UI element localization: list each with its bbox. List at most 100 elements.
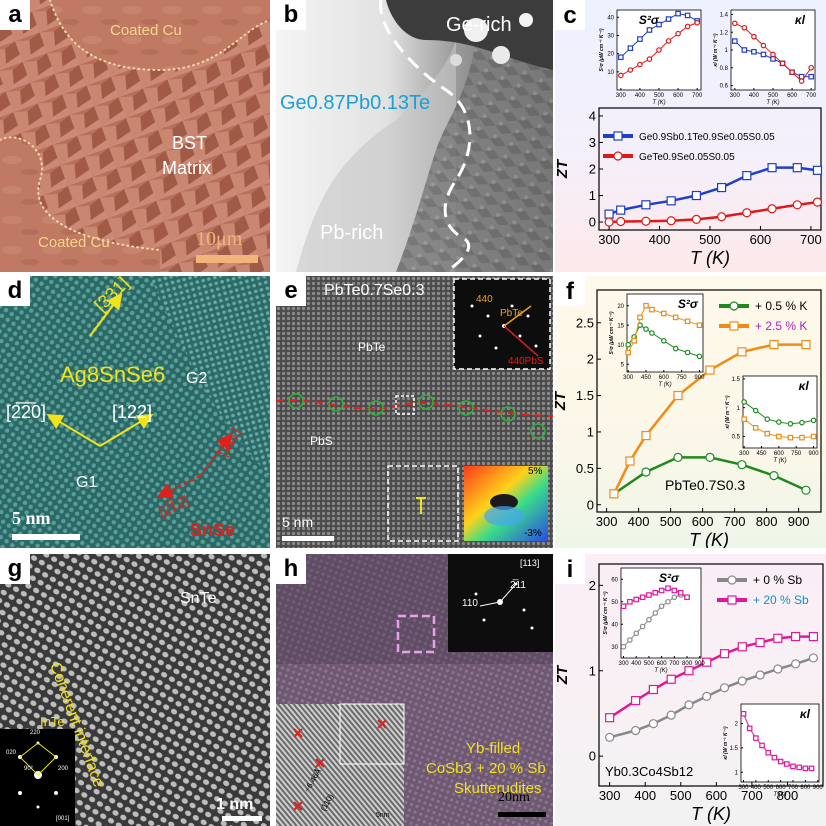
i-legend-text-1: + 20 % Sb bbox=[753, 593, 809, 607]
f-xtick-label-3: 600 bbox=[692, 514, 714, 529]
i-inset1-series-1-point-10 bbox=[684, 594, 690, 601]
c-inset1-ytick-label-2: 30 bbox=[607, 34, 614, 40]
c-inset2-series-0-point-1 bbox=[741, 47, 748, 53]
c-inset2-series-0-point-2 bbox=[751, 48, 757, 55]
f-series-0-point-5 bbox=[769, 471, 779, 481]
c-inset1-series-1-point-3 bbox=[646, 56, 653, 62]
c-inset1-series-0-point-7 bbox=[684, 12, 691, 19]
i-inset2-xtick-label-5: 800 bbox=[800, 785, 811, 791]
f-ylabel: ZT bbox=[555, 390, 569, 411]
saed-020: 020 bbox=[6, 750, 17, 756]
c-frame bbox=[598, 107, 822, 231]
c-inset1-ylabel: S²σ (μW cm⁻¹ K⁻²) bbox=[599, 28, 605, 71]
f-inset1-series-1-point-1 bbox=[631, 337, 637, 344]
c-inset2-series-1-point-0 bbox=[732, 20, 738, 27]
i-series-1-point-11 bbox=[808, 631, 818, 642]
i-inset1-xtick-label-1: 400 bbox=[631, 661, 642, 667]
i-inset1-xtick-label-4: 700 bbox=[669, 661, 680, 667]
f-ytick-label-2: 1 bbox=[587, 424, 594, 439]
i-inset1-xtick-label-2: 500 bbox=[644, 661, 655, 667]
snte-label: SnTe bbox=[180, 590, 217, 607]
i-inset1-ytick-label-3: 60 bbox=[611, 577, 618, 583]
c-inset1-series-1-point-4 bbox=[656, 47, 662, 53]
f-inset2-series-0-point-4 bbox=[787, 421, 794, 427]
f-inset1-series-1-point-3 bbox=[643, 302, 649, 309]
coated-cu-bottom: Coated Cu bbox=[38, 234, 110, 251]
c-ylabel: ZT bbox=[555, 158, 571, 179]
saed-200: 200 bbox=[58, 766, 69, 772]
panel-e: e PbTe0.7Se0.3 PbTe PbS 440 PbTe 440PbS … bbox=[276, 276, 553, 548]
c-series-0-point-9 bbox=[812, 165, 823, 175]
i-series-1-point-7 bbox=[737, 642, 747, 652]
c-series-0-point-1 bbox=[616, 205, 626, 215]
i-inset2-plot: 300 400 500 600 700 800 900 1 1.5 2 κl κl (W m⁻¹ K⁻… bbox=[723, 703, 823, 798]
f-inset2-series-1-point-1 bbox=[752, 425, 759, 431]
c-xtick-label-1: 400 bbox=[649, 232, 671, 247]
i-series-0-point-2 bbox=[648, 719, 659, 729]
i-inset1-series-1-point-4 bbox=[646, 592, 652, 598]
f-inset2-xtick-label-4: 900 bbox=[809, 451, 820, 457]
f-inset1-xlabel: T (K) bbox=[658, 382, 671, 388]
f-inset1-series-0-point-4 bbox=[649, 330, 655, 336]
i-series-1-point-8 bbox=[755, 637, 765, 648]
f-inset1-title: S²σ bbox=[678, 297, 699, 311]
i-inset1-xtick-label-6: 900 bbox=[695, 661, 706, 667]
i-inset1-series-0-point-0 bbox=[620, 643, 627, 650]
i-inset1-ytick-label-0: 30 bbox=[611, 645, 618, 651]
i-inset2-xtick-label-1: 400 bbox=[751, 785, 762, 791]
panel-a-image bbox=[0, 0, 270, 272]
i-series-0-point-1 bbox=[631, 725, 641, 736]
f-xtick-label-5: 800 bbox=[756, 514, 778, 529]
c-inset2-series-1-point-2 bbox=[751, 33, 757, 40]
c-series-1-point-9 bbox=[812, 197, 823, 207]
f-inset1-ylabel: S²σ (μW cm⁻¹ K⁻²) bbox=[609, 311, 615, 354]
i-legend-text-0: + 0 % Sb bbox=[753, 573, 802, 587]
c-inset2-xtick-label-1: 400 bbox=[749, 93, 760, 99]
i-inset1-series-0-point-1 bbox=[627, 637, 633, 643]
c-inset1-ytick-label-0: 10 bbox=[607, 70, 614, 76]
inte-label: InTe bbox=[40, 714, 65, 729]
f-inset2-series-1-point-4 bbox=[787, 434, 794, 441]
f-series-1-point-3 bbox=[673, 390, 683, 401]
zone-113: [113] bbox=[520, 558, 540, 568]
c-series-0-point-4 bbox=[691, 190, 701, 201]
i-inset1-series-1-point-5 bbox=[652, 589, 659, 596]
c-inset2-ytick-label-2: 1 bbox=[725, 48, 729, 54]
c-series-line-0 bbox=[608, 166, 818, 216]
c-inset2-ylabel: κl (W m⁻¹ K⁻¹) bbox=[713, 33, 719, 66]
c-inset2-series-1-point-7 bbox=[798, 78, 805, 84]
inset-scale: 5nm bbox=[376, 812, 390, 819]
panel-i: 300 400 500 600 700 800 0 1 2 ZT T (K) 300 400 500 600… bbox=[555, 554, 826, 826]
f-series-0-point-2 bbox=[673, 452, 683, 463]
i-ytick-label-1: 1 bbox=[589, 663, 596, 678]
c-series-1-point-3 bbox=[666, 216, 676, 226]
f-ytick-label-0: 0 bbox=[587, 497, 594, 512]
c-inset2-series-0-point-8 bbox=[808, 73, 814, 80]
yb-filled-line1: Yb-filled bbox=[466, 740, 521, 757]
f-inset1-frame bbox=[626, 293, 704, 373]
f-inset2-ytick-label-2: 1.5 bbox=[732, 377, 741, 383]
c-inset1-series-1-point-1 bbox=[627, 67, 634, 73]
coated-cu-top: Coated Cu bbox=[110, 22, 182, 39]
f-ytick-label-5: 2.5 bbox=[576, 315, 594, 330]
panel-d-image bbox=[0, 276, 270, 548]
i-inset1-series-1-point-6 bbox=[658, 587, 665, 594]
i-legend-marker-1 bbox=[727, 595, 737, 605]
saed-220: 220 bbox=[30, 730, 41, 736]
chart-f-svg: 300 400 500 600 700 800 900 0 0.5 1 1.5 2 2.5 ZT T (K)… bbox=[555, 276, 822, 548]
c-inset2-series-0-point-0 bbox=[732, 38, 738, 44]
f-inset2-series-1-point-3 bbox=[776, 433, 782, 440]
f-series-1-point-5 bbox=[737, 347, 747, 357]
i-inset2-xtick-label-2: 500 bbox=[763, 785, 774, 791]
c-ytick-label-2: 2 bbox=[589, 162, 596, 177]
i-frame bbox=[598, 563, 824, 787]
i-series-1-point-9 bbox=[773, 633, 783, 643]
i-inset2-series-0-point-9 bbox=[796, 764, 802, 771]
f-frame bbox=[596, 289, 822, 513]
i-series-1-point-2 bbox=[648, 684, 659, 695]
c-xtick-label-3: 600 bbox=[750, 232, 772, 247]
c-inset2-ytick-label-4: 1.4 bbox=[720, 13, 729, 19]
panel-h-label: h bbox=[276, 554, 306, 584]
i-inset2-series-0-point-0 bbox=[740, 710, 747, 717]
f-ytick-label-3: 1.5 bbox=[576, 388, 594, 403]
